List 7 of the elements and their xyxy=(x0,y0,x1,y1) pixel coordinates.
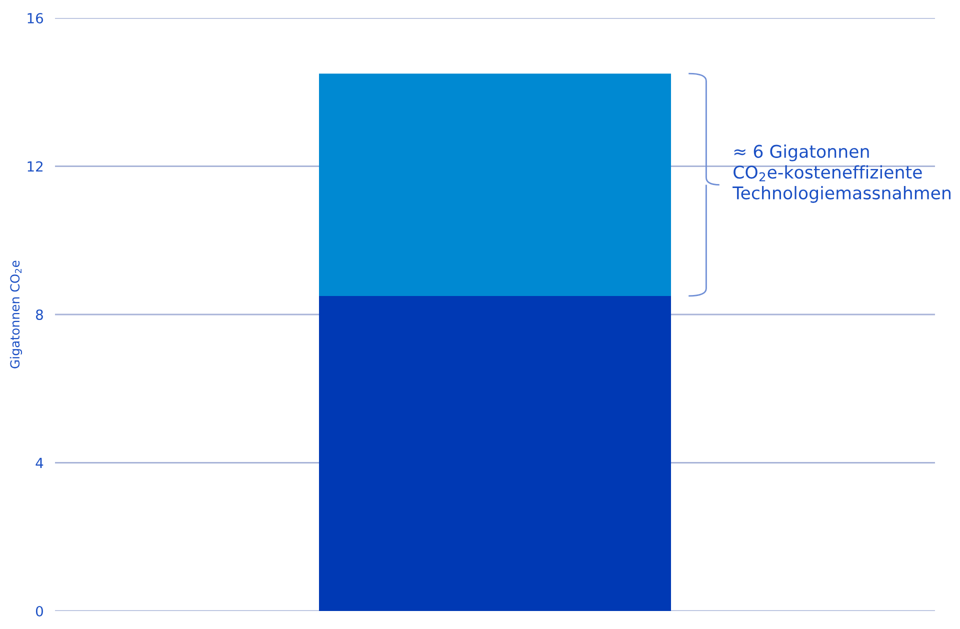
y-tick-label: 0 xyxy=(36,606,43,616)
y-tick-label: 16 xyxy=(28,12,44,24)
y-axis-title: Gigatonnen CO$_{2}$e xyxy=(10,260,22,368)
y-tick-label: 4 xyxy=(36,458,44,468)
y-tick-label: 12 xyxy=(28,161,42,172)
annotation: ≈ 6 Gigatonnen CO$_{2}$e-kosteneffiziente Technologiemassnahmen xyxy=(732,144,950,203)
y-tick-label: 8 xyxy=(36,309,43,320)
